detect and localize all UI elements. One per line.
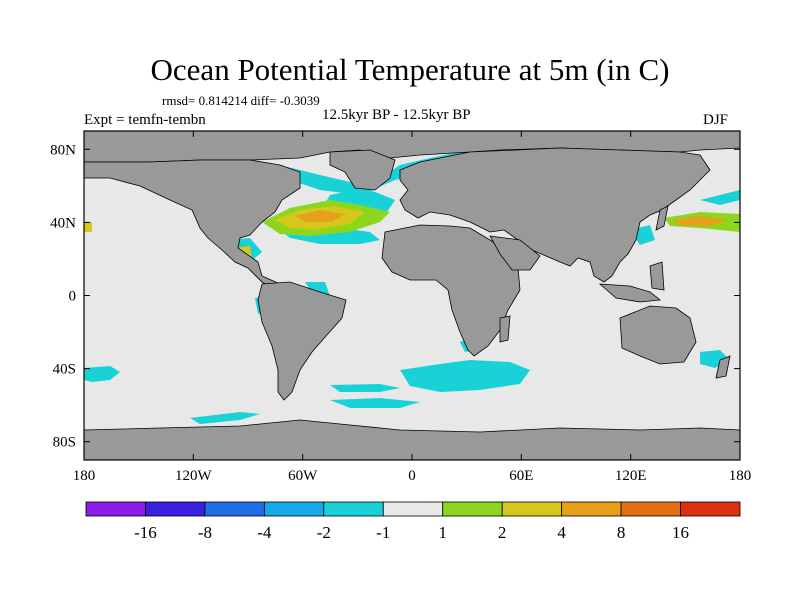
lon-tick-label: 60W	[288, 468, 318, 484]
colorbar-swatch	[620, 501, 681, 517]
colorbar-swatch	[204, 501, 265, 517]
colorbar-swatch	[501, 501, 563, 517]
lon-tick-label: 60E	[509, 468, 533, 484]
season-label: DJF	[703, 112, 729, 128]
experiment-label: Expt = temfn-tembn	[84, 112, 206, 128]
colorbar-label: 2	[498, 523, 507, 542]
lat-tick-label: 80S	[53, 435, 76, 451]
colorbar-label: 4	[557, 523, 566, 542]
lon-tick-label: 120E	[615, 468, 647, 484]
colorbar-label: 8	[617, 523, 626, 542]
colorbar-swatch	[442, 501, 503, 517]
period-label: 12.5kyr BP - 12.5kyr BP	[322, 107, 471, 123]
colorbar-swatch	[382, 501, 444, 517]
land-masses	[84, 131, 740, 460]
lon-tick-label: 0	[408, 468, 416, 484]
lon-tick-label: 180	[73, 468, 96, 484]
lon-tick-label: 180	[729, 468, 752, 484]
colorbar-label: -16	[134, 523, 157, 542]
colorbar-label: -2	[317, 523, 331, 542]
colorbar-swatch	[323, 501, 384, 517]
lat-tick-label: 80N	[50, 142, 76, 158]
colorbar-label: -4	[257, 523, 272, 542]
colorbar-label: 1	[438, 523, 447, 542]
colorbar-swatch	[85, 501, 146, 517]
colorbar-swatch	[680, 501, 741, 517]
map-title: Ocean Potential Temperature at 5m (in C)	[150, 52, 670, 87]
colorbar-label: 16	[672, 523, 689, 542]
statistics-text: rmsd= 0.814214 diff= -0.3039	[162, 93, 320, 108]
lon-tick-label: 120W	[175, 468, 213, 484]
colorbar-swatch	[145, 501, 206, 517]
colorbar-label: -1	[376, 523, 390, 542]
lat-tick-label: 40N	[50, 215, 76, 231]
colorbar-label: -8	[198, 523, 212, 542]
lat-tick-label: 0	[69, 289, 77, 305]
colorbar: -16 -8 -4 -2 -1 1 2 4 8 16	[85, 501, 741, 542]
lat-tick-label: 40S	[53, 362, 76, 378]
colorbar-swatch	[561, 501, 622, 517]
colorbar-swatch	[263, 501, 325, 517]
axis-ticks: 180 120W 60W 0 60E 120E 180 80N 40N 0 40S 80S	[50, 131, 751, 484]
